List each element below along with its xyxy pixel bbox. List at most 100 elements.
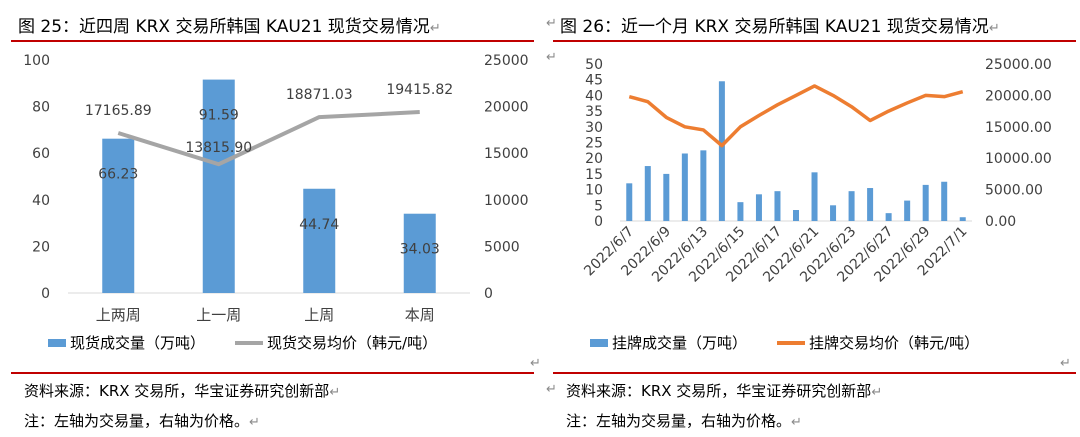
return-mark: ↵ — [546, 50, 557, 65]
y-tick-label: 15 — [585, 167, 603, 183]
bar — [793, 210, 799, 221]
line-data-label: 19415.82 — [386, 82, 453, 98]
figure-25-source: 资料来源：KRX 交易所，华宝证券研究创新部↵ — [24, 380, 340, 401]
y2-tick-label: 10000 — [484, 193, 529, 209]
return-mark: ↵ — [546, 16, 557, 31]
y2-tick-label: 5000.00 — [985, 183, 1043, 199]
bar — [626, 183, 633, 221]
bar — [774, 191, 781, 221]
y2-tick-label: 10000.00 — [985, 151, 1052, 167]
figure-26-note: 注：左轴为交易量，右轴为价格。↵ — [566, 410, 802, 431]
figure-25-legend: 现货成交量（万吨） 现货交易均价（韩元/吨） — [48, 332, 437, 353]
return-mark: ↵ — [871, 385, 883, 400]
bar — [755, 194, 762, 221]
y2-tick-label: 5000 — [484, 239, 520, 255]
y-tick-label: 30 — [585, 120, 603, 136]
return-mark: ↵ — [988, 21, 1000, 36]
price-line — [117, 110, 420, 167]
bar — [202, 79, 235, 293]
y-tick-label: 0 — [41, 286, 50, 302]
legend-line-swatch — [777, 340, 806, 345]
figure-25-top-rule — [11, 40, 534, 42]
figure-25-note: 注：左轴为交易量，右轴为价格。↵ — [24, 410, 260, 431]
return-mark: ↵ — [791, 415, 802, 430]
y-tick-label: 100 — [23, 53, 50, 69]
line-data-label: 13815.90 — [185, 140, 252, 156]
x-tick-label: 本周 — [405, 306, 435, 324]
bar-data-label: 91.59 — [199, 108, 239, 124]
y2-tick-label: 15000.00 — [985, 120, 1052, 136]
y2-tick-label: 20000.00 — [985, 88, 1052, 104]
bar-data-label: 34.03 — [400, 242, 440, 258]
x-tick-label: 上一周 — [196, 306, 241, 324]
bar — [830, 205, 837, 221]
y-tick-label: 45 — [585, 73, 603, 89]
bar-data-label: 66.23 — [98, 167, 138, 183]
bar — [811, 172, 818, 221]
figure-26-source: 资料来源：KRX 交易所，华宝证券研究创新部↵ — [566, 380, 882, 401]
figure-25-chart: 0 20 40 60 80 100 0 5000 10000 15000 20000 25000 上两周… — [23, 53, 529, 324]
y-tick-label: 35 — [585, 104, 603, 120]
bar — [718, 81, 725, 222]
figure-25-title: 图 25：近四周 KRX 交易所韩国 KAU21 现货交易情况↵ — [18, 12, 441, 37]
figure-25-bottom-rule — [11, 372, 534, 374]
y-tick-label: 60 — [32, 146, 50, 162]
bar — [867, 188, 874, 221]
bar — [941, 181, 948, 221]
bar-data-label: 44.74 — [299, 217, 339, 233]
return-mark: ↵ — [429, 21, 441, 36]
y-tick-label: 25 — [585, 136, 603, 152]
figure-26-bottom-rule — [553, 372, 1076, 374]
y-tick-label: 20 — [585, 151, 603, 167]
y-tick-label: 5 — [594, 198, 603, 214]
y-tick-label: 20 — [32, 239, 50, 255]
source-text: 资料来源：KRX 交易所，华宝证券研究创新部 — [566, 382, 872, 400]
return-mark: ↵ — [329, 385, 341, 400]
line-data-label: 18871.03 — [286, 87, 353, 103]
bar — [959, 217, 966, 221]
return-mark: ↵ — [530, 356, 541, 371]
return-mark: ↵ — [1060, 356, 1071, 371]
legend-line-swatch — [235, 340, 264, 345]
return-mark: ↵ — [249, 415, 260, 430]
legend-line-label: 现货交易均价（韩元/吨） — [267, 334, 438, 352]
figure-26-legend: 挂牌成交量（万吨） 挂牌交易均价（韩元/吨） — [590, 332, 979, 353]
legend-bar-label: 挂牌成交量（万吨） — [612, 334, 748, 352]
bar — [904, 200, 911, 221]
y2-tick-label: 20000 — [484, 100, 529, 116]
figure-26-title: 图 26：近一个月 KRX 交易所韩国 KAU21 现货交易情况↵ — [560, 12, 1000, 37]
figure-25-title-text: 图 25：近四周 KRX 交易所韩国 KAU21 现货交易情况 — [18, 17, 430, 37]
y-tick-label: 10 — [585, 183, 603, 199]
bar — [737, 202, 744, 221]
legend-bar-swatch — [590, 338, 608, 347]
bar — [681, 153, 688, 221]
source-text: 资料来源：KRX 交易所，华宝证券研究创新部 — [24, 382, 330, 400]
bar — [663, 173, 670, 221]
legend-bar-label: 现货成交量（万吨） — [70, 334, 206, 352]
bar — [644, 166, 651, 221]
bar — [700, 150, 707, 221]
y2-tick-label: 15000 — [484, 146, 529, 162]
figure-26-title-text: 图 26：近一个月 KRX 交易所韩国 KAU21 现货交易情况 — [560, 17, 989, 37]
x-tick-label: 上两周 — [96, 306, 141, 324]
figure-26-top-rule — [553, 40, 1076, 42]
figure-25-panel: 图 25：近四周 KRX 交易所韩国 KAU21 现货交易情况↵ 0 20 40 60… — [0, 0, 541, 437]
legend-bar-swatch — [48, 338, 66, 347]
note-text: 注：左轴为交易量，右轴为价格。 — [24, 412, 250, 430]
bar — [885, 213, 892, 221]
x-tick-label: 上周 — [304, 306, 334, 324]
bar — [922, 184, 929, 221]
return-mark: ↵ — [546, 382, 557, 397]
bar — [848, 191, 855, 221]
y2-tick-label: 0.00 — [985, 214, 1016, 230]
y-tick-label: 80 — [32, 100, 50, 116]
legend-line-label: 挂牌交易均价（韩元/吨） — [809, 334, 980, 352]
line-data-label: 17165.89 — [85, 103, 152, 119]
y2-tick-label: 25000.00 — [985, 57, 1052, 73]
y2-tick-label: 0 — [484, 286, 493, 302]
price-line — [628, 84, 964, 148]
y-tick-label: 40 — [585, 88, 603, 104]
y-tick-label: 0 — [594, 214, 603, 230]
